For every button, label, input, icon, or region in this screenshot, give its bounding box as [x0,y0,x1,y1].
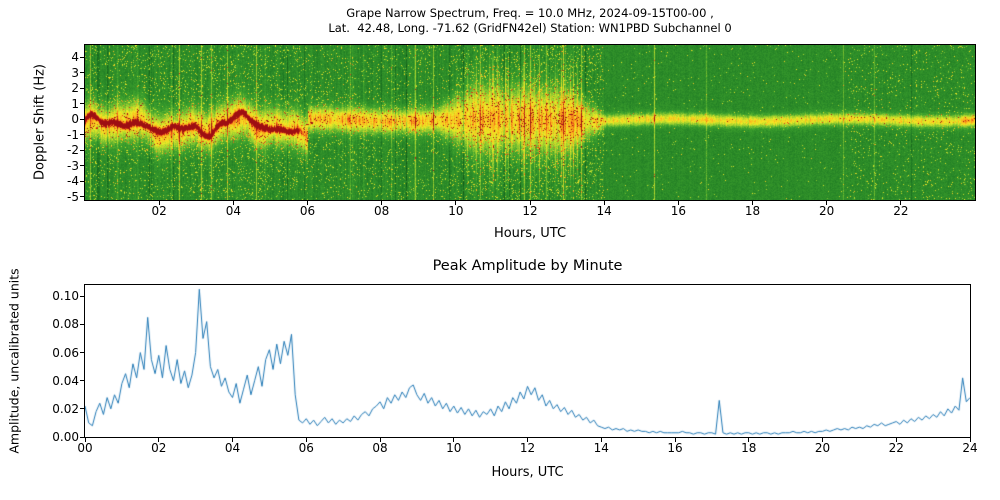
y-tick-mark [80,196,84,198]
x-tick-label: 20 [819,204,835,218]
spectrogram-panel [84,44,976,201]
spectrogram-xlabel: Hours, UTC [493,226,567,241]
x-tick-label: 10 [448,204,464,218]
y-tick-label: 0.04 [52,373,79,388]
y-tick-mark [80,118,84,120]
x-tick-mark [232,438,233,442]
spectrogram-title-line1: Grape Narrow Spectrum, Freq. = 10.0 MHz,… [346,6,714,20]
y-tick-label: -5 [67,189,79,204]
x-tick-label: 22 [888,441,904,455]
y-tick-mark [80,295,84,297]
y-tick-label: 0.00 [52,430,79,444]
x-tick-mark [677,201,679,205]
amplitude-xlabel: Hours, UTC [491,465,564,480]
x-tick-label: 04 [225,204,241,218]
x-tick-mark [158,438,160,442]
y-tick-label: 0.08 [52,317,79,332]
x-tick-mark [752,201,753,205]
x-tick-mark [822,438,823,442]
y-tick-label: 0 [71,112,79,127]
y-tick-mark [80,87,84,89]
y-tick-mark [80,352,84,354]
x-tick-mark [381,201,383,205]
x-tick-label: 08 [374,204,390,218]
y-tick-label: 4 [71,50,79,65]
x-tick-label: 02 [151,441,167,455]
x-tick-label: 10 [446,441,462,455]
y-tick-mark [80,180,84,182]
y-tick-mark [80,408,84,410]
y-tick-label: 3 [71,65,79,80]
y-tick-mark [80,149,84,151]
x-tick-mark [379,438,381,442]
spectrogram-title: Grape Narrow Spectrum, Freq. = 10.0 MHz,… [85,6,975,36]
y-tick-mark [80,134,84,136]
x-tick-label: 00 [77,441,93,455]
x-tick-mark [527,438,528,442]
y-tick-label: -1 [67,127,79,142]
y-tick-mark [80,56,84,58]
y-tick-label: -4 [67,174,79,189]
y-tick-mark [80,103,84,105]
x-tick-label: 02 [151,204,167,218]
x-tick-mark [455,201,457,205]
x-tick-mark [826,201,828,205]
y-tick-mark [80,380,84,382]
x-tick-label: 06 [299,204,316,218]
x-tick-label: 24 [962,441,978,455]
y-tick-mark [80,72,84,74]
x-tick-mark [603,201,605,205]
x-tick-label: 22 [893,204,909,218]
x-tick-label: 14 [596,204,612,218]
x-tick-mark [895,438,897,442]
x-tick-mark [529,201,531,205]
x-tick-label: 12 [519,441,536,455]
y-tick-label: -2 [67,143,79,158]
amplitude-ylabel: Amplitude, uncalibrated units [6,268,22,454]
x-tick-label: 18 [741,441,757,455]
y-tick-label: 0.02 [52,401,79,416]
spectrogram-title-line2: Lat. 42.48, Long. -71.62 (GridFN42el) St… [328,21,732,35]
y-tick-mark [80,323,84,325]
x-tick-mark [453,438,455,442]
x-tick-label: 16 [670,204,686,218]
x-tick-label: 12 [522,204,538,218]
x-tick-label: 14 [593,441,609,455]
x-tick-mark [674,438,676,442]
x-tick-label: 06 [298,441,314,455]
y-tick-label: 0.10 [52,289,79,304]
x-tick-mark [84,438,86,442]
x-tick-mark [232,201,234,205]
y-tick-label: 2 [71,81,79,96]
x-tick-label: 18 [744,204,761,218]
amplitude-canvas [85,285,970,437]
amplitude-title: Peak Amplitude by Minute [432,258,623,274]
x-tick-label: 20 [814,441,831,455]
x-tick-mark [600,438,602,442]
x-tick-mark [305,438,307,442]
y-tick-label: 1 [71,96,79,111]
x-tick-mark [158,201,160,205]
x-tick-mark [969,438,971,442]
y-tick-mark [80,165,84,167]
x-tick-label: 16 [667,441,683,455]
y-tick-mark [80,436,84,438]
y-tick-label: -3 [67,158,79,173]
x-tick-label: 08 [372,441,388,455]
amplitude-panel [84,284,971,438]
x-tick-mark [900,201,902,205]
spectrogram-canvas [85,45,975,200]
x-tick-label: 04 [224,441,241,455]
x-tick-mark [307,201,308,205]
x-tick-mark [748,438,750,442]
y-tick-label: 0.06 [52,345,79,360]
